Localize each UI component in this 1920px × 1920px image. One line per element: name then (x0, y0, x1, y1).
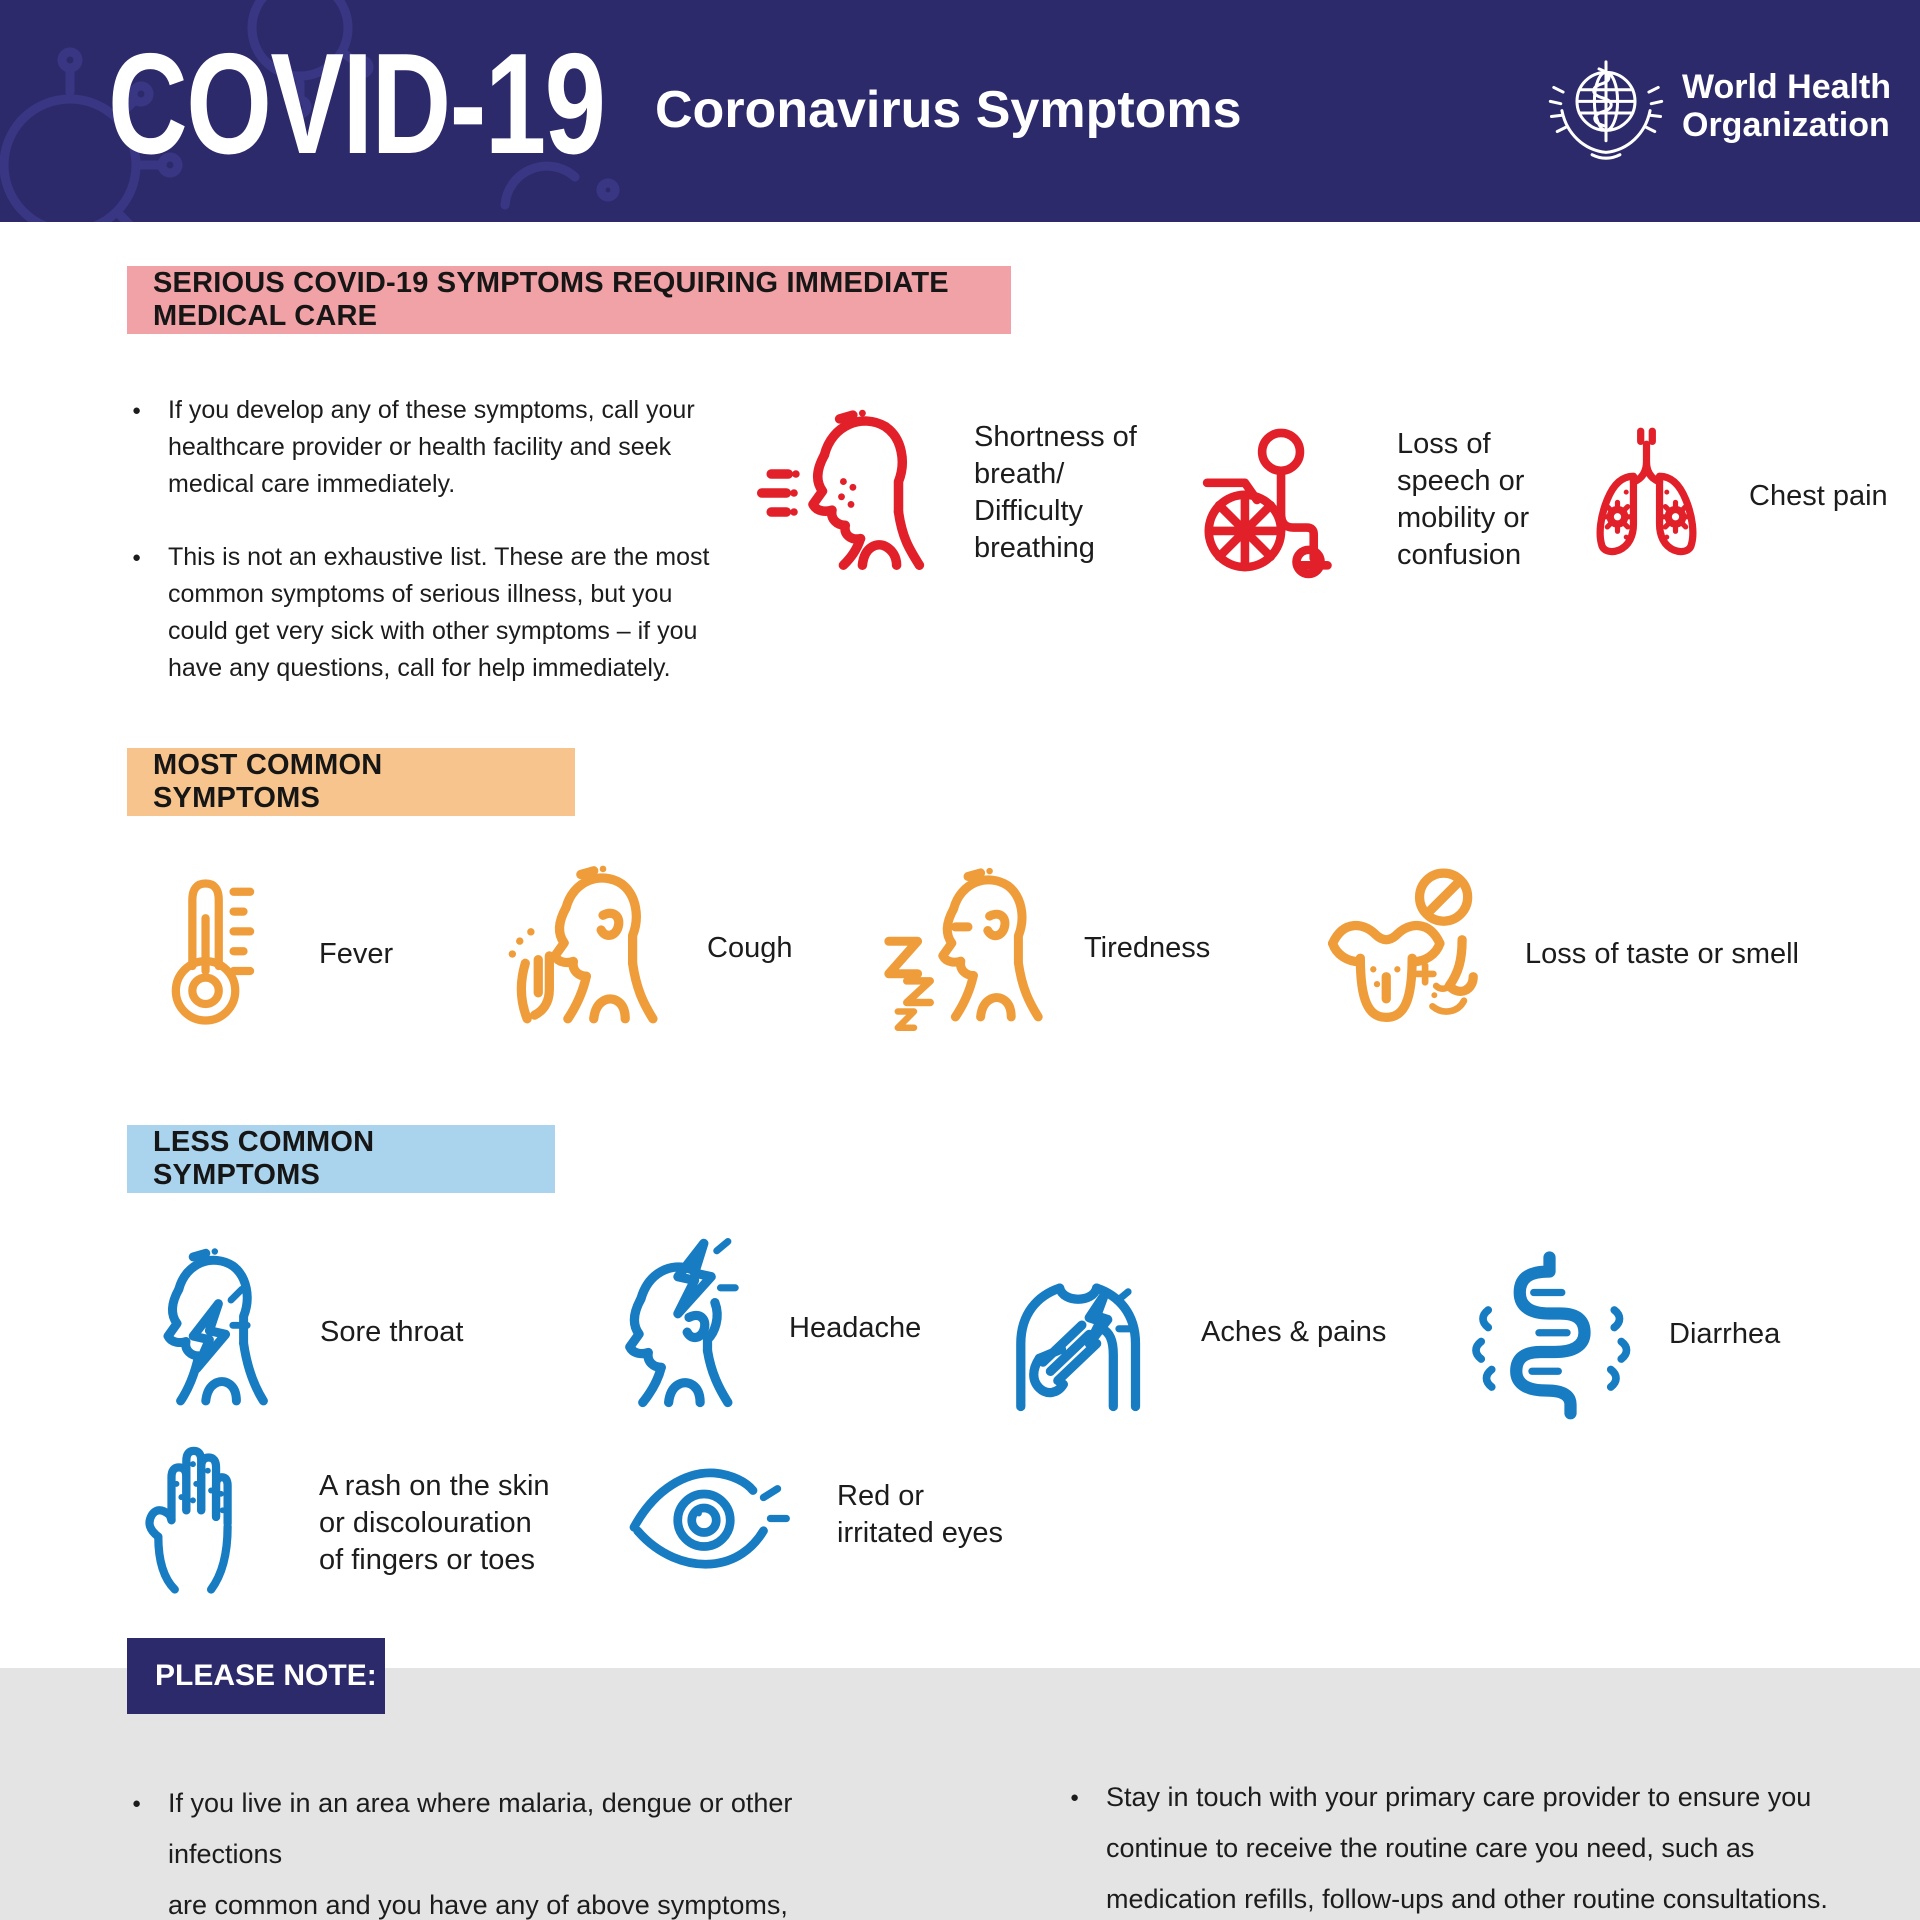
symptom-label: Sore throat (320, 1316, 464, 1348)
symptom-label: Headache (789, 1312, 922, 1344)
lungs-icon (1596, 427, 1697, 556)
symptom-diarrhea: Diarrhea (1462, 1242, 1780, 1427)
symptom-skin-rash: A rash on the skin or discolouration of … (122, 1436, 550, 1611)
who-logo: World Health Organization (1548, 48, 1891, 164)
serious-bullet-1: If you develop any of these symptoms, ca… (130, 392, 730, 503)
diarrhea-icon (1472, 1251, 1631, 1420)
symptom-label: Diarrhea (1669, 1318, 1781, 1350)
page-subtitle: Coronavirus Symptoms (655, 81, 1242, 139)
symptom-sore-throat: Sore throat (114, 1240, 463, 1425)
tiredness-icon (884, 867, 1043, 1031)
eye-icon (629, 1468, 790, 1569)
symptom-fever: Fever (128, 862, 393, 1047)
virus-pattern-decoration (0, 0, 620, 222)
symptom-tiredness: Tiredness (878, 856, 1210, 1041)
rash-icon (145, 1446, 232, 1594)
symptom-label: Aches & pains (1201, 1316, 1387, 1348)
taste-smell-icon (1327, 868, 1478, 1023)
symptom-chest-pain: Chest pain (1574, 424, 1888, 569)
symptom-label: Cough (707, 932, 793, 964)
symptom-loss-of-speech: Loss of speech or mobility or confusion (1183, 414, 1529, 586)
headache-icon (625, 1238, 739, 1408)
note-heading: PLEASE NOTE: (127, 1638, 385, 1714)
cough-icon (508, 865, 658, 1024)
symptom-label: Loss of taste or smell (1525, 938, 1799, 970)
breath-icon (756, 409, 925, 570)
symptom-label: Fever (319, 938, 394, 970)
common-section-heading: MOST COMMON SYMPTOMS (127, 748, 575, 816)
symptom-label: A rash on the skin or discolouration of … (319, 1470, 550, 1576)
who-emblem-icon (1548, 60, 1664, 160)
symptom-headache: Headache (578, 1236, 921, 1421)
serious-bullet-2: This is not an exhaustive list. These ar… (130, 539, 730, 687)
symptom-shortness-of-breath: Shortness of breath/ Difficulty breathin… (756, 398, 1137, 588)
note-bullet-1: If you live in an area where malaria, de… (130, 1778, 830, 1920)
symptom-label: Loss of speech or mobility or confusion (1397, 428, 1530, 571)
sore-throat-icon (163, 1248, 268, 1406)
header: COVID-19 Coronavirus Symptoms World Heal… (0, 0, 1920, 222)
less-common-section-heading: LESS COMMON SYMPTOMS (127, 1125, 555, 1193)
symptom-label: Chest pain (1749, 480, 1888, 512)
aches-icon (1016, 1283, 1141, 1412)
symptom-cough: Cough (492, 856, 792, 1041)
symptom-label: Tiredness (1084, 932, 1211, 964)
symptom-aches-and-pains: Aches & pains (985, 1240, 1386, 1425)
symptom-label: Red or irritated eyes (837, 1480, 1004, 1549)
who-wordmark: World Health Organization (1682, 68, 1892, 144)
symptom-label: Shortness of breath/ Difficulty breathin… (974, 421, 1137, 564)
note-bullet-2: Stay in touch with your primary care pro… (1068, 1772, 1828, 1920)
wheelchair-icon (1202, 428, 1332, 579)
symptom-loss-of-taste-or-smell: Loss of taste or smell (1298, 862, 1799, 1047)
symptom-red-irritated-eyes: Red or irritated eyes (620, 1450, 1003, 1580)
page-title: COVID-19 (108, 24, 606, 185)
serious-bullet-list: If you develop any of these symptoms, ca… (130, 392, 730, 687)
thermometer-icon (171, 879, 255, 1025)
serious-section-heading: SERIOUS COVID-19 SYMPTOMS REQUIRING IMME… (127, 266, 1011, 334)
